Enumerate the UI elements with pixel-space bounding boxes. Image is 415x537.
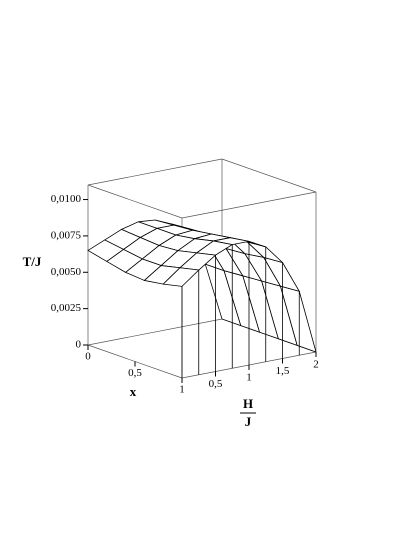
box-edge (87, 158, 223, 186)
y-tick-label: 0,5 (209, 378, 223, 390)
z-tick-label: 0,0075 (51, 229, 82, 241)
y-tick-label: 1 (246, 372, 252, 384)
x-tick-label: 1 (179, 384, 185, 396)
z-tick-label: 0,0025 (51, 302, 82, 314)
z-axis-label: T/J (23, 254, 42, 269)
y-tick-label: 2 (313, 359, 319, 371)
box-edge (181, 191, 317, 219)
x-axis-label: x (130, 384, 137, 399)
y-axis-label-denominator: J (245, 414, 252, 429)
box-edge (87, 184, 183, 219)
y-axis-label-numerator: H (243, 396, 253, 411)
y-tick-label: 1,5 (276, 365, 290, 377)
z-tick-label: 0 (76, 339, 82, 351)
box-edge (221, 158, 317, 193)
x-tick-label: 0,5 (128, 367, 142, 379)
box-edge (87, 318, 223, 346)
z-tick-label: 0,0050 (51, 266, 82, 278)
x-tick-label: 0 (85, 351, 91, 363)
z-tick-label: 0,0100 (51, 193, 82, 205)
